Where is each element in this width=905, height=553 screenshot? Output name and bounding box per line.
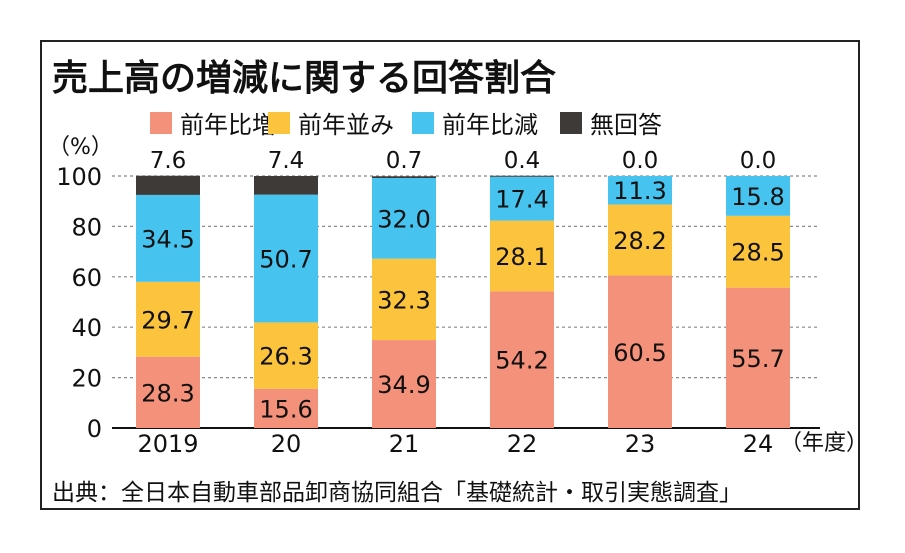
data-label: 55.7 <box>731 345 784 373</box>
legend-label: 前年比増 <box>180 111 276 139</box>
data-label: 28.3 <box>141 379 194 407</box>
bar-segment <box>726 287 790 428</box>
x-axis-unit: （年度） <box>780 431 868 456</box>
x-axis: 2019 20 21 22 23 24 <box>137 430 773 458</box>
y-tick-label: 40 <box>71 314 102 342</box>
bar-segment <box>726 176 790 216</box>
data-label: 32.3 <box>377 286 430 314</box>
bar-segment <box>254 194 318 323</box>
data-label-no-answer: 0.0 <box>740 148 777 174</box>
bar-segment <box>490 291 554 428</box>
source-note: 出典：全日本自動車部品卸商協同組合「基礎統計・取引実態調査」 <box>52 480 742 506</box>
x-tick-label: 23 <box>625 430 656 458</box>
chart-frame <box>40 40 860 510</box>
legend-label: 前年比減 <box>442 111 538 139</box>
y-tick-label: 100 <box>56 163 102 191</box>
bar-segment <box>372 178 436 259</box>
x-tick-label: 24 <box>743 430 774 458</box>
data-label: 15.8 <box>731 183 784 211</box>
data-label: 34.5 <box>141 225 194 253</box>
bar-segment <box>608 204 672 276</box>
data-label-no-answer: 0.4 <box>504 148 541 174</box>
bar-segment <box>254 388 318 428</box>
data-label: 34.9 <box>377 371 430 399</box>
data-label: 11.3 <box>613 177 666 205</box>
x-tick-label: 21 <box>389 430 420 458</box>
bars: 28.3 29.7 34.5 7.6 15.6 26.3 50.7 7.4 34.9 32.3 32… <box>136 148 790 428</box>
data-label: 50.7 <box>259 246 312 274</box>
x-tick-label: 20 <box>271 430 302 458</box>
data-label: 54.2 <box>495 347 548 375</box>
bar-segment <box>490 175 554 177</box>
data-label-no-answer: 7.6 <box>150 148 187 174</box>
legend-label: 無回答 <box>590 111 662 139</box>
data-label: 17.4 <box>495 186 548 214</box>
bar-segment <box>726 215 790 288</box>
bar-segment <box>254 176 318 195</box>
bar-segment <box>490 176 554 221</box>
chart-title: 売上高の増減に関する回答割合 <box>52 58 556 99</box>
y-tick-label: 0 <box>87 415 102 443</box>
data-label-no-answer: 0.0 <box>622 148 659 174</box>
legend-label: 前年並み <box>298 111 394 139</box>
legend-swatch <box>560 112 582 134</box>
bar-segment <box>608 275 672 428</box>
y-tick-label: 20 <box>71 365 102 393</box>
legend-swatch <box>268 112 290 134</box>
data-label: 60.5 <box>613 339 666 367</box>
y-tick-label: 80 <box>71 213 102 241</box>
bar-segment <box>136 194 200 282</box>
bar-segment <box>136 356 200 428</box>
data-label-no-answer: 0.7 <box>386 148 423 174</box>
bar-segment <box>608 176 672 205</box>
data-label: 15.6 <box>259 395 312 423</box>
legend-swatch <box>412 112 434 134</box>
bar-segment <box>136 175 200 195</box>
bar-segment <box>490 220 554 292</box>
bar-segment <box>254 322 318 389</box>
data-label: 28.1 <box>495 243 548 271</box>
y-tick-label: 60 <box>71 264 102 292</box>
data-label: 28.5 <box>731 239 784 267</box>
gridlines: 0 20 40 60 80 100 <box>56 163 820 443</box>
x-tick-label: 2019 <box>137 430 198 458</box>
data-label: 29.7 <box>141 306 194 334</box>
data-label: 32.0 <box>377 205 430 233</box>
legend: 前年比増 前年並み 前年比減 無回答 <box>150 111 662 139</box>
bar-segment <box>372 340 436 428</box>
bar-segment <box>372 176 436 179</box>
data-label: 28.2 <box>613 227 666 255</box>
legend-swatch <box>150 112 172 134</box>
y-axis-unit: （%） <box>48 135 113 160</box>
bar-segment <box>372 258 436 341</box>
data-label-no-answer: 7.4 <box>268 148 305 174</box>
x-tick-label: 22 <box>507 430 538 458</box>
bar-segment <box>136 281 200 357</box>
data-label: 26.3 <box>259 343 312 371</box>
